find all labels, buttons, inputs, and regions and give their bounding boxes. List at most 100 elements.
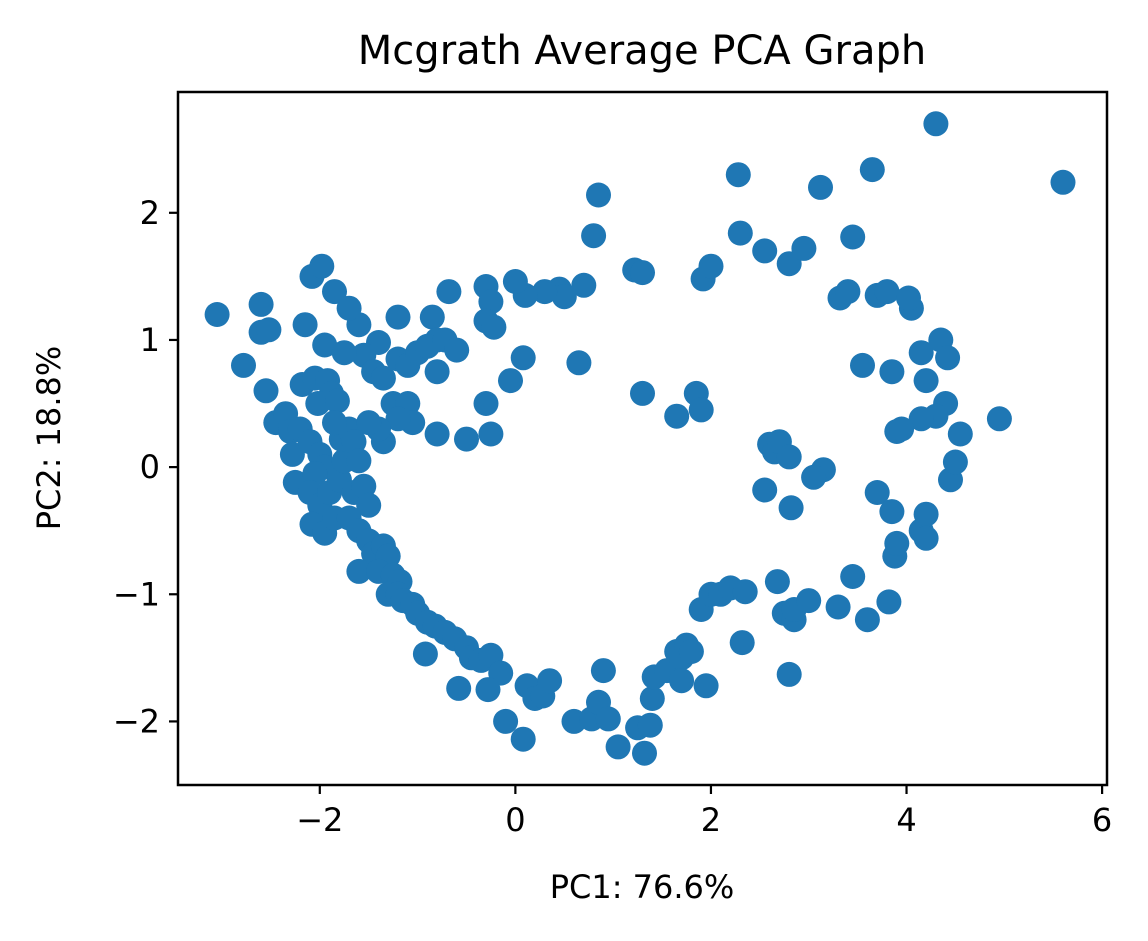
scatter-point — [424, 421, 450, 447]
scatter-point — [776, 444, 802, 470]
scatter-point — [693, 673, 719, 699]
x-axis-ticks: −2 0 2 4 6 — [296, 785, 1112, 839]
scatter-point — [669, 668, 695, 694]
scatter-point — [305, 391, 331, 416]
scatter-point — [444, 337, 470, 363]
scatter-point — [835, 279, 861, 305]
scatter-point — [729, 630, 755, 656]
scatter-point — [204, 302, 230, 327]
x-tick-label: 2 — [701, 801, 721, 839]
x-tick-label: 0 — [505, 801, 525, 839]
x-tick-label: −2 — [296, 801, 343, 839]
y-axis-label: PC2: 18.8% — [30, 346, 68, 531]
scatter-point — [986, 406, 1012, 432]
scatter-point — [808, 174, 833, 200]
scatter-point — [356, 410, 382, 436]
scatter-point — [424, 359, 450, 385]
scatter-point — [356, 492, 382, 518]
scatter-point — [752, 477, 778, 503]
scatter-point — [571, 272, 597, 298]
scatter-point — [1050, 169, 1076, 195]
scatter-point — [473, 391, 499, 416]
scatter-point — [493, 708, 519, 734]
scatter-point — [510, 726, 536, 752]
scatter-point — [346, 448, 372, 474]
scatter-points — [204, 111, 1076, 766]
y-tick-label: −2 — [113, 702, 160, 740]
scatter-point — [478, 289, 504, 315]
scatter-point — [896, 285, 921, 311]
scatter-point — [475, 677, 501, 703]
scatter-point — [231, 352, 256, 378]
scatter-point — [537, 668, 563, 694]
scatter-point — [913, 368, 939, 394]
scatter-point — [312, 332, 338, 358]
scatter-point — [879, 359, 905, 385]
scatter-point — [436, 279, 462, 305]
y-tick-label: 2 — [140, 194, 160, 232]
scatter-point — [698, 253, 724, 279]
scatter-point — [879, 499, 905, 525]
scatter-point — [248, 291, 274, 317]
scatter-point — [935, 345, 961, 371]
scatter-point — [256, 317, 282, 343]
scatter-point — [502, 269, 528, 294]
scatter-point — [632, 740, 657, 766]
scatter-point — [322, 279, 347, 305]
scatter-point — [605, 734, 631, 760]
scatter-point — [341, 429, 367, 455]
scatter-point — [664, 403, 690, 429]
x-tick-label: 4 — [896, 801, 916, 839]
scatter-point — [322, 410, 347, 436]
scatter-point — [292, 312, 318, 338]
scatter-point — [776, 661, 802, 687]
scatter-point — [913, 501, 939, 527]
scatter-point — [889, 416, 915, 442]
scatter-point — [412, 641, 438, 667]
scatter-point — [796, 588, 822, 614]
y-tick-label: 1 — [140, 321, 160, 359]
scatter-point — [732, 579, 758, 605]
scatter-point — [752, 238, 778, 264]
scatter-point — [385, 304, 411, 330]
scatter-point — [498, 368, 523, 394]
scatter-point — [336, 295, 362, 321]
scatter-point — [923, 111, 949, 137]
scatter-point — [478, 421, 504, 447]
scatter-point — [942, 449, 968, 475]
scatter-point — [913, 525, 939, 551]
scatter-point — [385, 406, 411, 432]
scatter-point — [253, 378, 279, 404]
plot-frame — [176, 90, 1109, 787]
scatter-point — [884, 530, 910, 556]
scatter-point — [825, 594, 851, 620]
scatter-point — [454, 426, 479, 452]
scatter-point — [908, 406, 934, 432]
scatter-point — [639, 686, 665, 711]
scatter-point — [727, 220, 753, 246]
scatter-point — [850, 352, 875, 378]
scatter-point — [876, 589, 902, 615]
scatter-point — [446, 675, 472, 701]
y-tick-label: −1 — [113, 575, 160, 613]
scatter-point — [908, 340, 934, 366]
scatter-point — [637, 712, 663, 738]
scatter-point — [864, 480, 890, 505]
x-tick-label: 6 — [1092, 801, 1112, 839]
scatter-point — [590, 658, 616, 684]
scatter-point — [688, 397, 714, 423]
scatter-point — [581, 223, 607, 249]
scatter-point — [778, 495, 804, 521]
scatter-point — [840, 224, 866, 250]
scatter-point — [309, 253, 335, 279]
scatter-point — [481, 314, 507, 340]
y-axis-ticks: −2 −1 0 1 2 — [113, 194, 178, 740]
scatter-point — [351, 473, 377, 499]
scatter-point — [678, 639, 704, 664]
scatter-point — [859, 157, 885, 183]
chart-title: Mcgrath Average PCA Graph — [358, 28, 926, 74]
scatter-point — [854, 607, 880, 633]
scatter-point — [801, 464, 827, 490]
scatter-point — [331, 340, 357, 366]
